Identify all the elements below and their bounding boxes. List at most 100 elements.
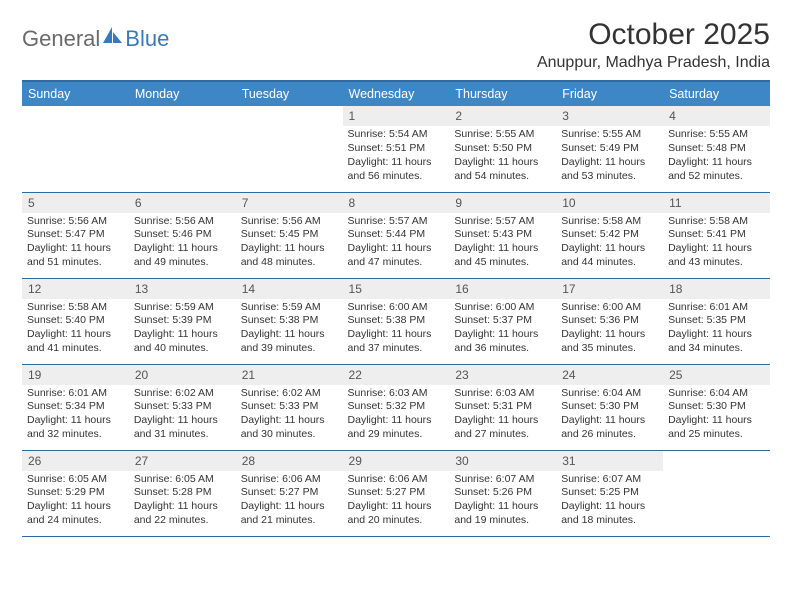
calendar-week-row: 5Sunrise: 5:56 AMSunset: 5:47 PMDaylight… xyxy=(22,192,770,278)
weekday-header: Thursday xyxy=(449,81,556,106)
day-detail: Sunrise: 5:59 AMSunset: 5:38 PMDaylight:… xyxy=(236,299,343,360)
day-detail: Sunrise: 6:07 AMSunset: 5:25 PMDaylight:… xyxy=(556,471,663,532)
day-detail: Sunrise: 5:56 AMSunset: 5:47 PMDaylight:… xyxy=(22,213,129,274)
calendar-day-cell: 4Sunrise: 5:55 AMSunset: 5:48 PMDaylight… xyxy=(663,106,770,192)
day-number: 27 xyxy=(129,451,236,471)
calendar-day-cell: 26Sunrise: 6:05 AMSunset: 5:29 PMDayligh… xyxy=(22,450,129,536)
day-number: 1 xyxy=(343,106,450,126)
day-number: 9 xyxy=(449,193,556,213)
header: General Blue October 2025 Anuppur, Madhy… xyxy=(22,18,770,72)
calendar-week-row: 26Sunrise: 6:05 AMSunset: 5:29 PMDayligh… xyxy=(22,450,770,536)
day-detail: Sunrise: 6:01 AMSunset: 5:34 PMDaylight:… xyxy=(22,385,129,446)
day-number xyxy=(22,106,129,126)
calendar-day-cell: 25Sunrise: 6:04 AMSunset: 5:30 PMDayligh… xyxy=(663,364,770,450)
calendar-day-cell: 24Sunrise: 6:04 AMSunset: 5:30 PMDayligh… xyxy=(556,364,663,450)
calendar-header-row: SundayMondayTuesdayWednesdayThursdayFrid… xyxy=(22,81,770,106)
day-detail: Sunrise: 5:56 AMSunset: 5:46 PMDaylight:… xyxy=(129,213,236,274)
day-number: 21 xyxy=(236,365,343,385)
calendar-table: SundayMondayTuesdayWednesdayThursdayFrid… xyxy=(22,80,770,537)
calendar-day-cell: 31Sunrise: 6:07 AMSunset: 5:25 PMDayligh… xyxy=(556,450,663,536)
calendar-day-cell: 14Sunrise: 5:59 AMSunset: 5:38 PMDayligh… xyxy=(236,278,343,364)
calendar-day-cell xyxy=(129,106,236,192)
day-detail: Sunrise: 5:55 AMSunset: 5:48 PMDaylight:… xyxy=(663,126,770,187)
calendar-day-cell: 3Sunrise: 5:55 AMSunset: 5:49 PMDaylight… xyxy=(556,106,663,192)
logo-text-general: General xyxy=(22,26,100,52)
day-number: 17 xyxy=(556,279,663,299)
day-number: 31 xyxy=(556,451,663,471)
day-detail: Sunrise: 6:07 AMSunset: 5:26 PMDaylight:… xyxy=(449,471,556,532)
calendar-day-cell: 23Sunrise: 6:03 AMSunset: 5:31 PMDayligh… xyxy=(449,364,556,450)
day-detail: Sunrise: 6:06 AMSunset: 5:27 PMDaylight:… xyxy=(236,471,343,532)
calendar-day-cell: 11Sunrise: 5:58 AMSunset: 5:41 PMDayligh… xyxy=(663,192,770,278)
calendar-day-cell: 17Sunrise: 6:00 AMSunset: 5:36 PMDayligh… xyxy=(556,278,663,364)
day-detail: Sunrise: 6:01 AMSunset: 5:35 PMDaylight:… xyxy=(663,299,770,360)
calendar-day-cell: 30Sunrise: 6:07 AMSunset: 5:26 PMDayligh… xyxy=(449,450,556,536)
day-number: 6 xyxy=(129,193,236,213)
day-number: 11 xyxy=(663,193,770,213)
day-detail: Sunrise: 5:57 AMSunset: 5:43 PMDaylight:… xyxy=(449,213,556,274)
day-number: 4 xyxy=(663,106,770,126)
day-detail: Sunrise: 6:06 AMSunset: 5:27 PMDaylight:… xyxy=(343,471,450,532)
day-detail: Sunrise: 5:58 AMSunset: 5:41 PMDaylight:… xyxy=(663,213,770,274)
day-number: 26 xyxy=(22,451,129,471)
calendar-day-cell xyxy=(663,450,770,536)
day-detail: Sunrise: 6:04 AMSunset: 5:30 PMDaylight:… xyxy=(556,385,663,446)
day-number: 24 xyxy=(556,365,663,385)
calendar-day-cell xyxy=(236,106,343,192)
day-number: 14 xyxy=(236,279,343,299)
calendar-day-cell: 10Sunrise: 5:58 AMSunset: 5:42 PMDayligh… xyxy=(556,192,663,278)
day-number: 7 xyxy=(236,193,343,213)
day-detail: Sunrise: 6:00 AMSunset: 5:37 PMDaylight:… xyxy=(449,299,556,360)
day-number: 25 xyxy=(663,365,770,385)
weekday-header: Tuesday xyxy=(236,81,343,106)
day-number: 16 xyxy=(449,279,556,299)
logo-text-blue: Blue xyxy=(125,26,169,52)
calendar-week-row: 1Sunrise: 5:54 AMSunset: 5:51 PMDaylight… xyxy=(22,106,770,192)
day-number: 30 xyxy=(449,451,556,471)
day-detail: Sunrise: 5:55 AMSunset: 5:50 PMDaylight:… xyxy=(449,126,556,187)
weekday-header: Saturday xyxy=(663,81,770,106)
day-detail: Sunrise: 6:02 AMSunset: 5:33 PMDaylight:… xyxy=(236,385,343,446)
day-detail: Sunrise: 6:00 AMSunset: 5:36 PMDaylight:… xyxy=(556,299,663,360)
day-number: 29 xyxy=(343,451,450,471)
day-number: 12 xyxy=(22,279,129,299)
calendar-day-cell: 21Sunrise: 6:02 AMSunset: 5:33 PMDayligh… xyxy=(236,364,343,450)
calendar-day-cell: 9Sunrise: 5:57 AMSunset: 5:43 PMDaylight… xyxy=(449,192,556,278)
weekday-header: Sunday xyxy=(22,81,129,106)
day-detail: Sunrise: 6:00 AMSunset: 5:38 PMDaylight:… xyxy=(343,299,450,360)
day-number: 5 xyxy=(22,193,129,213)
day-detail: Sunrise: 5:59 AMSunset: 5:39 PMDaylight:… xyxy=(129,299,236,360)
location-label: Anuppur, Madhya Pradesh, India xyxy=(537,54,770,72)
calendar-week-row: 12Sunrise: 5:58 AMSunset: 5:40 PMDayligh… xyxy=(22,278,770,364)
calendar-day-cell: 20Sunrise: 6:02 AMSunset: 5:33 PMDayligh… xyxy=(129,364,236,450)
calendar-day-cell: 19Sunrise: 6:01 AMSunset: 5:34 PMDayligh… xyxy=(22,364,129,450)
day-detail: Sunrise: 6:03 AMSunset: 5:31 PMDaylight:… xyxy=(449,385,556,446)
title-block: October 2025 Anuppur, Madhya Pradesh, In… xyxy=(537,18,770,72)
calendar-day-cell: 1Sunrise: 5:54 AMSunset: 5:51 PMDaylight… xyxy=(343,106,450,192)
calendar-day-cell: 27Sunrise: 6:05 AMSunset: 5:28 PMDayligh… xyxy=(129,450,236,536)
day-detail: Sunrise: 5:58 AMSunset: 5:40 PMDaylight:… xyxy=(22,299,129,360)
calendar-week-row: 19Sunrise: 6:01 AMSunset: 5:34 PMDayligh… xyxy=(22,364,770,450)
day-detail: Sunrise: 6:04 AMSunset: 5:30 PMDaylight:… xyxy=(663,385,770,446)
day-number: 19 xyxy=(22,365,129,385)
day-number: 8 xyxy=(343,193,450,213)
calendar-day-cell: 22Sunrise: 6:03 AMSunset: 5:32 PMDayligh… xyxy=(343,364,450,450)
day-detail: Sunrise: 6:05 AMSunset: 5:29 PMDaylight:… xyxy=(22,471,129,532)
day-number: 23 xyxy=(449,365,556,385)
weekday-header: Monday xyxy=(129,81,236,106)
calendar-day-cell: 29Sunrise: 6:06 AMSunset: 5:27 PMDayligh… xyxy=(343,450,450,536)
day-number: 18 xyxy=(663,279,770,299)
calendar-day-cell: 6Sunrise: 5:56 AMSunset: 5:46 PMDaylight… xyxy=(129,192,236,278)
day-detail: Sunrise: 6:03 AMSunset: 5:32 PMDaylight:… xyxy=(343,385,450,446)
day-detail: Sunrise: 6:05 AMSunset: 5:28 PMDaylight:… xyxy=(129,471,236,532)
weekday-header: Wednesday xyxy=(343,81,450,106)
calendar-day-cell: 18Sunrise: 6:01 AMSunset: 5:35 PMDayligh… xyxy=(663,278,770,364)
calendar-body: 1Sunrise: 5:54 AMSunset: 5:51 PMDaylight… xyxy=(22,106,770,536)
calendar-day-cell: 8Sunrise: 5:57 AMSunset: 5:44 PMDaylight… xyxy=(343,192,450,278)
day-number: 10 xyxy=(556,193,663,213)
day-detail: Sunrise: 5:57 AMSunset: 5:44 PMDaylight:… xyxy=(343,213,450,274)
day-number: 15 xyxy=(343,279,450,299)
day-detail: Sunrise: 5:58 AMSunset: 5:42 PMDaylight:… xyxy=(556,213,663,274)
day-detail: Sunrise: 5:56 AMSunset: 5:45 PMDaylight:… xyxy=(236,213,343,274)
day-detail: Sunrise: 5:55 AMSunset: 5:49 PMDaylight:… xyxy=(556,126,663,187)
